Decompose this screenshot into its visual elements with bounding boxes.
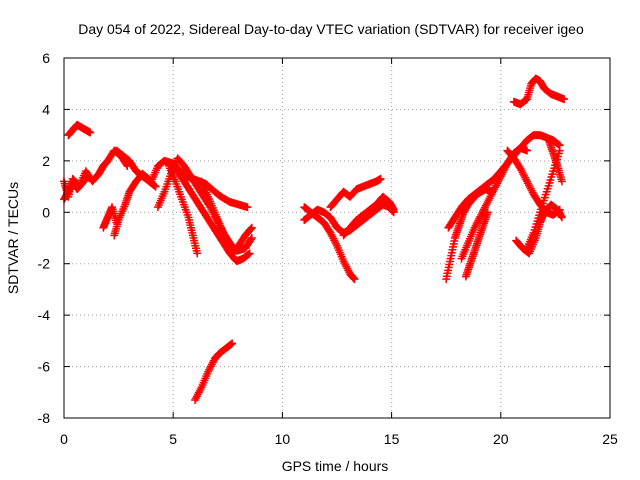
series-pass-23 xyxy=(509,74,569,109)
data-point xyxy=(547,173,556,181)
series-pass-08 xyxy=(164,162,202,258)
x-tick-label: 0 xyxy=(60,431,68,447)
data-point xyxy=(243,203,252,212)
data-point xyxy=(228,339,237,348)
y-tick-label: -4 xyxy=(38,307,51,323)
data-point xyxy=(542,187,551,196)
data-point xyxy=(247,234,256,242)
x-tick-label: 5 xyxy=(169,431,177,447)
data-point xyxy=(530,225,539,234)
data-point xyxy=(151,182,160,191)
data-point xyxy=(537,205,545,214)
grid-lines xyxy=(64,58,610,418)
data-point xyxy=(376,174,385,183)
data-point xyxy=(536,208,545,217)
data-point xyxy=(350,275,359,284)
y-tick-label: 2 xyxy=(42,153,50,169)
data-point xyxy=(544,181,553,190)
series-pass-09 xyxy=(173,167,254,266)
x-tick-label: 10 xyxy=(275,431,291,447)
data-point xyxy=(538,199,547,208)
series-pass-03 xyxy=(64,120,95,140)
series-pass-06 xyxy=(112,146,160,191)
data-point xyxy=(247,223,256,232)
data-point xyxy=(543,184,552,193)
data-point xyxy=(389,205,398,214)
data-point xyxy=(534,214,543,223)
y-tick-label: 4 xyxy=(42,101,50,117)
data-point xyxy=(539,196,548,205)
data-point xyxy=(245,249,254,258)
y-tick-label: -8 xyxy=(38,410,51,426)
x-tick-label: 20 xyxy=(493,431,509,447)
data-point xyxy=(532,220,541,228)
data-point xyxy=(535,211,544,220)
data-point xyxy=(523,146,531,155)
data-point xyxy=(193,249,202,258)
series-pass-15 xyxy=(339,192,398,240)
data-point xyxy=(546,176,555,184)
axis-ticks: 0 5 10 15 20 25 -8 -6 -4 -2 0 2 4 6 xyxy=(38,50,618,447)
data-point xyxy=(558,213,566,222)
y-axis-label: SDTVAR / TECUs xyxy=(5,182,21,294)
y-tick-label: -2 xyxy=(38,256,51,272)
x-tick-label: 25 xyxy=(602,431,618,447)
data-point xyxy=(529,228,538,237)
x-tick-label: 15 xyxy=(384,431,400,447)
data-point xyxy=(483,208,492,217)
data-point xyxy=(81,174,90,183)
data-point xyxy=(558,177,566,186)
y-tick-label: 6 xyxy=(42,50,50,66)
series-pass-14 xyxy=(326,174,385,212)
y-tick-label: 0 xyxy=(42,204,50,220)
data-point xyxy=(545,178,554,187)
data-point xyxy=(246,224,255,233)
x-axis-label: GPS time / hours xyxy=(282,458,389,474)
data-point xyxy=(555,146,564,155)
data-point xyxy=(540,193,549,202)
series-pass-02 xyxy=(60,174,90,204)
plot-frame xyxy=(63,57,611,419)
data-point xyxy=(538,202,546,211)
series-pass-24 xyxy=(544,136,566,186)
data-point xyxy=(533,217,542,226)
data-point xyxy=(86,128,95,137)
data-points xyxy=(60,74,569,404)
series-pass-11 xyxy=(191,339,237,404)
series-pass-10 xyxy=(197,177,256,255)
data-point xyxy=(531,223,540,231)
y-tick-label: -6 xyxy=(38,359,51,375)
chart-title: Day 054 of 2022, Sidereal Day-to-day VTE… xyxy=(78,21,584,37)
data-point xyxy=(548,170,557,179)
data-point xyxy=(560,95,569,104)
series-pass-19 xyxy=(461,208,492,281)
data-point xyxy=(541,190,550,199)
